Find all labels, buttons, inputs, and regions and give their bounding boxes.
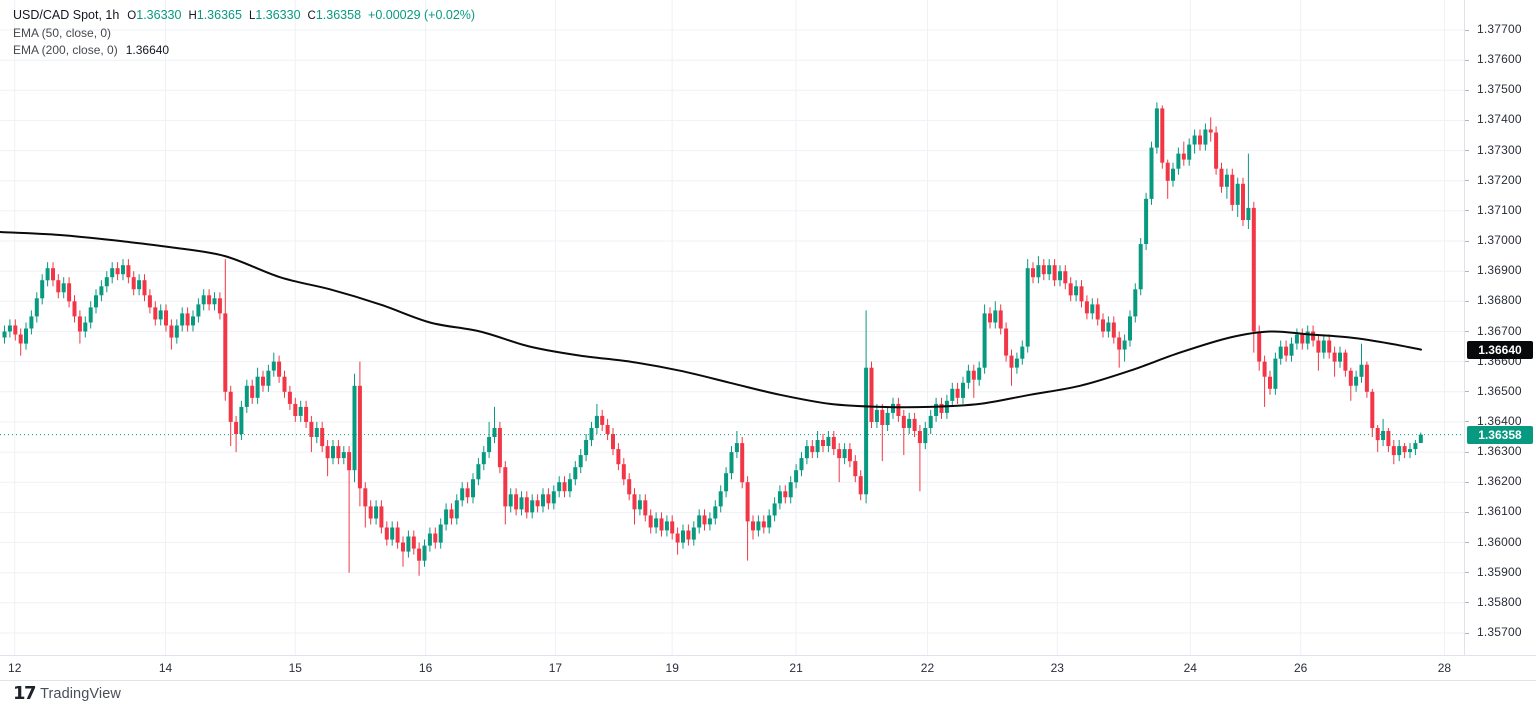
time-tick-label: 16 [418,661,433,675]
price-tick-label: 1.37500 [1477,82,1522,97]
time-tick-label: 22 [920,661,935,675]
price-tick-mark [1465,451,1469,453]
legend: USD/CAD Spot, 1h O1.36330 H1.36365 L1.36330… [13,7,475,59]
price-tick-label: 1.37300 [1477,142,1522,157]
tradingview-logo-text: TradingView [40,685,121,702]
price-tick-label: 1.36400 [1477,413,1522,428]
change-value: +0.00029 (+0.02%) [368,8,476,22]
time-tick-label: 24 [1183,661,1197,675]
price-tick-label: 1.36800 [1477,293,1522,308]
price-tick-label: 1.35800 [1477,594,1522,609]
price-axis[interactable]: 1.37700 1.37600 1.37500 1.37400 1.37300 1.372… [1464,0,1536,679]
indicator-legend-row-ema200[interactable]: EMA (200, close, 0) 1.36640 [13,42,475,59]
price-tick-label: 1.36700 [1477,323,1522,338]
low-label: L [248,10,256,22]
open-label: O [127,10,137,22]
price-tick-label: 1.36900 [1477,263,1522,278]
price-tick-label: 1.37100 [1477,202,1522,217]
close-value: 1.36358 [315,8,362,22]
time-tick-label: 15 [288,661,302,675]
symbol-legend-row[interactable]: USD/CAD Spot, 1h O1.36330 H1.36365 L1.36330… [13,7,475,25]
chart-pane[interactable] [0,0,1464,655]
price-tick-mark [1465,572,1469,574]
price-tick-mark [1465,361,1469,363]
price-tick-mark [1465,542,1469,544]
price-tick-mark [1465,29,1469,31]
price-tick-label: 1.35700 [1477,625,1522,639]
price-tick-label: 1.36500 [1477,383,1522,398]
price-tick-mark [1465,511,1469,513]
price-tick-label: 1.37400 [1477,112,1522,127]
time-tick-label: 21 [789,661,803,675]
price-tick-label: 1.37200 [1477,172,1522,187]
symbol-title: USD/CAD Spot, 1h [13,8,120,22]
open-value: 1.36330 [136,8,182,22]
candlestick-chart[interactable] [0,0,1464,655]
price-tick-mark [1465,421,1469,423]
price-tick-mark [1465,119,1469,121]
ema-value-badge: 1.36640 [1467,340,1533,359]
ema200-value: 1.36640 [125,43,170,57]
price-tick-mark [1465,481,1469,483]
ema200-label: EMA (200, close, 0) [13,43,118,57]
last-price-badge: 1.36358 [1467,425,1533,444]
time-tick-label: 14 [158,661,173,675]
price-tick-mark [1465,602,1469,604]
price-tick-mark [1465,632,1469,634]
price-tick-label: 1.36100 [1477,504,1522,519]
low-value: 1.36330 [255,8,301,22]
price-tick-mark [1465,89,1469,91]
price-tick-mark [1465,391,1469,393]
tradingview-logo[interactable]: 17 TradingView [13,683,121,704]
time-tick-label: 12 [8,661,22,675]
price-tick-label: 1.35900 [1477,564,1522,579]
price-tick-label: 1.36000 [1477,534,1522,549]
price-tick-mark [1465,180,1469,182]
time-tick-label: 23 [1050,661,1064,675]
price-tick-mark [1465,240,1469,242]
price-tick-mark [1465,210,1469,212]
tradingview-logo-icon: 17 [13,683,37,704]
time-tick-label: 28 [1437,661,1452,675]
price-tick-mark [1465,59,1469,61]
price-tick-label: 1.36200 [1477,474,1522,489]
price-tick-label: 1.36300 [1477,444,1522,459]
time-tick-label: 17 [548,661,563,675]
price-tick-mark [1465,331,1469,332]
ema50-label: EMA (50, close, 0) [13,26,112,40]
time-tick-label: 19 [665,661,679,675]
time-tick-label: 26 [1293,661,1308,675]
indicator-legend-row-ema50[interactable]: EMA (50, close, 0) [13,25,475,42]
price-tick-mark [1465,300,1469,302]
price-tick-mark [1465,270,1469,272]
price-tick-label: 1.37600 [1477,52,1522,67]
high-value: 1.36365 [196,8,242,22]
price-tick-label: 1.37000 [1477,233,1522,248]
time-axis[interactable]: 12 14 15 16 17 19 21 22 23 24 26 28 [0,655,1536,681]
close-label: C [307,10,316,22]
price-tick-label: 1.37700 [1477,22,1522,36]
price-tick-mark [1465,150,1469,152]
high-label: H [188,10,197,22]
